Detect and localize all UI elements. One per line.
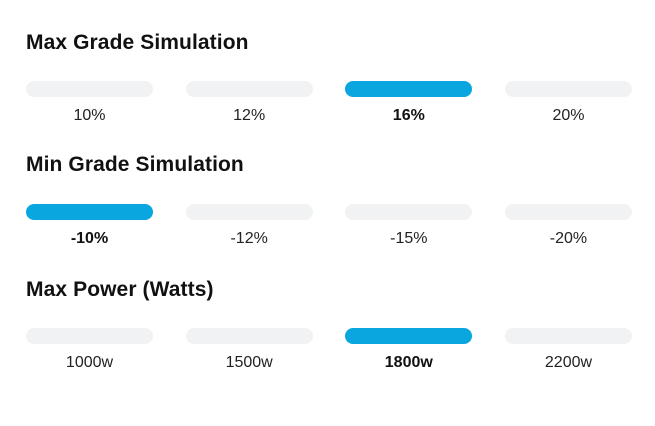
max-power-title: Max Power (Watts) (26, 278, 214, 301)
max-grade-options: 10% 12% 16% 20% (26, 81, 632, 126)
option-pill (345, 328, 473, 344)
max-power-option-1000w[interactable]: 1000w (26, 328, 153, 373)
max-grade-option-12[interactable]: 12% (185, 81, 313, 126)
max-power-section: Max Power (Watts) 1000w 1500w 1800w 2200… (26, 277, 632, 371)
max-power-option-1800w[interactable]: 1800w (345, 328, 473, 373)
option-pill (504, 328, 632, 344)
option-pill (26, 81, 153, 97)
option-pill (345, 204, 473, 220)
option-pill (26, 328, 153, 344)
max-grade-section: Max Grade Simulation 10% 12% 16% 20% (26, 30, 632, 124)
option-label: 1800w (384, 354, 433, 371)
min-grade-option-minus-15[interactable]: -15% (345, 204, 473, 249)
option-label: -10% (70, 230, 109, 247)
option-label: 20% (552, 107, 585, 124)
max-power-option-2200w[interactable]: 2200w (504, 328, 632, 373)
max-grade-option-16[interactable]: 16% (345, 81, 473, 126)
min-grade-title: Min Grade Simulation (26, 153, 244, 176)
min-grade-options: -10% -12% -15% -20% (26, 204, 632, 249)
max-grade-option-20[interactable]: 20% (504, 81, 632, 126)
min-grade-option-minus-10[interactable]: -10% (26, 204, 153, 249)
min-grade-option-minus-12[interactable]: -12% (185, 204, 313, 249)
option-label: -12% (230, 230, 268, 247)
min-grade-option-minus-20[interactable]: -20% (504, 204, 632, 249)
option-pill (504, 204, 632, 220)
option-label: 12% (233, 107, 266, 124)
max-grade-option-10[interactable]: 10% (26, 81, 153, 126)
max-grade-title: Max Grade Simulation (26, 31, 249, 54)
min-grade-section: Min Grade Simulation -10% -12% -15% -20% (26, 152, 632, 247)
option-label: 16% (392, 107, 425, 124)
option-pill (504, 81, 632, 97)
option-pill (185, 81, 313, 97)
option-pill (345, 81, 473, 97)
option-label: 1000w (65, 354, 114, 371)
option-label: -20% (549, 230, 588, 247)
option-label: 1500w (225, 354, 273, 371)
option-pill (185, 204, 313, 220)
option-pill (26, 204, 153, 220)
max-power-options: 1000w 1500w 1800w 2200w (26, 328, 632, 373)
max-power-option-1500w[interactable]: 1500w (185, 328, 313, 373)
option-label: 2200w (544, 354, 593, 371)
option-label: -15% (390, 230, 428, 247)
option-label: 10% (73, 107, 106, 124)
option-pill (185, 328, 313, 344)
